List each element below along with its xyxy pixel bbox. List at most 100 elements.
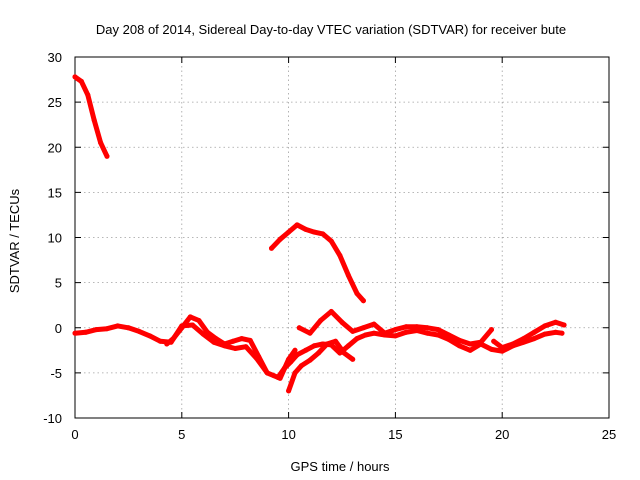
- data-point: [561, 322, 567, 328]
- data-point: [328, 238, 334, 244]
- data-point: [457, 337, 462, 343]
- data-point: [179, 325, 185, 331]
- data-point: [467, 347, 473, 353]
- data-point: [424, 330, 430, 336]
- data-point: [499, 345, 505, 351]
- data-point: [478, 339, 484, 345]
- data-point: [467, 341, 473, 347]
- data-point: [115, 323, 121, 329]
- data-point: [72, 74, 78, 80]
- data-series: [72, 74, 567, 394]
- data-point: [324, 341, 330, 347]
- data-point: [104, 153, 110, 159]
- data-point: [403, 324, 409, 330]
- data-point: [341, 350, 347, 356]
- data-point: [230, 338, 236, 344]
- data-point: [320, 231, 326, 237]
- data-point: [296, 325, 302, 331]
- data-point: [328, 309, 334, 314]
- data-point: [435, 327, 441, 333]
- x-tick-label: 10: [281, 427, 295, 442]
- series-arc-7: [286, 338, 356, 394]
- y-axis-label: SDTVAR / TECUs: [7, 188, 22, 293]
- x-tick-label: 5: [178, 427, 185, 442]
- data-point: [91, 117, 97, 123]
- series-arc-6: [296, 309, 494, 347]
- data-point: [435, 332, 441, 338]
- x-tick-label: 20: [495, 427, 509, 442]
- data-point: [136, 328, 142, 334]
- data-point: [354, 291, 360, 296]
- data-point: [489, 327, 494, 333]
- series-arc-3: [72, 322, 298, 381]
- data-point: [292, 370, 298, 376]
- grid-lines: [75, 57, 609, 418]
- data-point: [489, 346, 494, 352]
- data-point: [104, 326, 110, 332]
- data-point: [286, 229, 292, 235]
- data-point: [307, 330, 313, 336]
- data-point: [371, 321, 377, 327]
- data-point: [499, 348, 505, 354]
- data-point: [204, 329, 210, 335]
- data-point: [294, 222, 300, 228]
- data-point: [446, 332, 452, 338]
- data-point: [232, 346, 238, 351]
- series-arc-1: [72, 74, 110, 159]
- data-point: [360, 298, 366, 304]
- data-point: [269, 245, 274, 251]
- data-point: [277, 236, 283, 242]
- data-point: [333, 338, 339, 344]
- data-point: [360, 325, 366, 331]
- data-point: [354, 336, 360, 342]
- data-point: [170, 336, 176, 342]
- x-tick-label: 25: [602, 427, 616, 442]
- data-point: [316, 350, 321, 356]
- x-tick-label: 0: [71, 427, 78, 442]
- data-point: [213, 336, 219, 342]
- data-point: [318, 318, 324, 323]
- data-point: [298, 363, 304, 369]
- data-point: [345, 343, 351, 349]
- data-point: [239, 336, 245, 342]
- data-point: [392, 327, 398, 333]
- data-point: [559, 330, 565, 336]
- data-point: [164, 341, 170, 347]
- data-point: [247, 337, 253, 343]
- series-arc-8: [491, 319, 567, 351]
- data-point: [271, 373, 277, 379]
- data-point: [125, 325, 131, 331]
- y-tick-label: 5: [55, 276, 62, 291]
- data-point: [78, 78, 84, 84]
- data-point: [311, 229, 317, 235]
- data-point: [275, 374, 281, 380]
- y-tick-label: -5: [50, 366, 62, 381]
- data-point: [303, 226, 309, 232]
- series-arc-4: [164, 314, 270, 376]
- data-point: [339, 319, 345, 325]
- y-axis: -10 -5 0 5 10 15 20 25 30: [43, 50, 609, 426]
- data-point: [83, 329, 89, 335]
- data-point: [288, 359, 294, 365]
- data-point: [294, 352, 300, 358]
- data-point: [363, 332, 368, 338]
- data-point: [264, 370, 270, 376]
- series-trace: [286, 338, 356, 394]
- data-point: [85, 92, 91, 98]
- data-point: [350, 328, 356, 334]
- data-point: [350, 356, 356, 362]
- data-point: [187, 314, 193, 320]
- data-point: [531, 329, 537, 335]
- y-tick-label: 0: [55, 321, 62, 336]
- data-point: [382, 330, 388, 336]
- series-trace: [72, 322, 298, 381]
- data-point: [281, 365, 287, 371]
- data-point: [392, 333, 398, 339]
- series-arc-2: [269, 222, 366, 304]
- x-tick-label: 15: [388, 427, 402, 442]
- data-point: [531, 336, 537, 342]
- data-point: [403, 329, 409, 335]
- y-tick-label: 15: [48, 185, 62, 200]
- data-point: [222, 341, 227, 347]
